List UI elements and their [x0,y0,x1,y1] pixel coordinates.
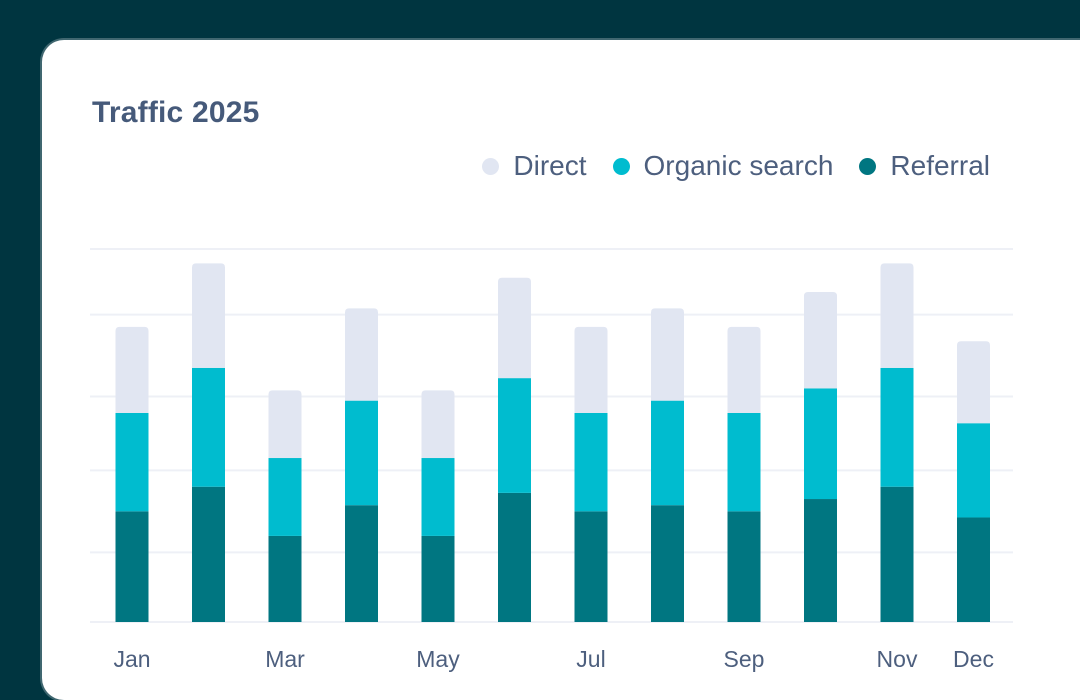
bar-segment-organic-search [574,412,608,512]
legend-item-organic-search[interactable]: Organic search [612,150,834,182]
bar-segment-referral [804,499,837,622]
legend-label-referral: Referral [890,150,990,181]
bar-segment-organic-search [651,400,684,506]
bar-segment-direct [192,263,225,368]
legend-label-direct: Direct [513,150,587,181]
legend-swatch-direct [482,157,500,175]
bar-segment-referral [880,486,914,622]
legend-item-referral[interactable]: Referral [859,150,990,182]
legend-item-direct[interactable]: Direct [482,150,587,182]
bar-segment-organic-search [345,400,378,506]
bar-segment-direct [727,326,761,413]
bar-segment-organic-search [880,367,914,487]
x-tick-label: Nov [877,646,918,672]
bar-segment-organic-search [268,458,302,536]
bar-segment-direct [498,277,531,379]
bar-segment-direct [880,263,914,368]
bar-segment-organic-search [498,378,531,493]
bar-segment-referral [345,505,378,622]
bar-segment-direct [345,308,378,401]
bar-segment-organic-search [727,412,761,512]
bar-segment-direct [957,341,990,424]
bar-segment-referral [498,492,531,622]
bar-segment-direct [268,390,302,459]
legend-label-organic-search: Organic search [643,150,834,181]
bar-segment-organic-search [192,367,225,487]
x-tick-label: Mar [265,646,305,672]
x-tick-label: Sep [724,646,765,672]
bar-segment-direct [651,308,684,401]
x-tick-label: May [416,646,460,672]
legend-swatch-organic-search [612,157,630,175]
bar-segment-referral [115,511,149,622]
bar-segment-organic-search [804,388,837,500]
bar-segment-direct [421,390,455,459]
bar-segment-referral [268,535,302,622]
bar-segment-organic-search [421,458,455,536]
bars [115,263,990,622]
gridlines [90,248,1013,623]
bar-segment-direct [574,326,608,413]
bar-segment-referral [957,517,990,622]
legend-swatch-referral [859,157,877,175]
chart-title: Traffic 2025 [92,96,260,129]
bar-segment-direct [115,326,149,413]
x-axis-tick-labels: Jan Mar May Jul Sep Nov Dec [113,646,994,672]
chart-legend: Direct Organic search Referral [482,150,990,182]
bar-segment-organic-search [115,412,149,512]
x-tick-label: Jan [113,646,150,672]
bar-segment-organic-search [957,423,990,518]
bar-segment-referral [651,505,684,622]
bar-segment-referral [574,511,608,622]
x-tick-label: Dec [953,646,994,672]
bar-segment-direct [804,292,837,389]
bar-segment-referral [727,511,761,622]
bar-segment-referral [192,486,225,622]
traffic-stacked-bar-chart: Jan Mar May Jul Sep Nov Dec [90,248,1013,672]
bar-segment-referral [421,535,455,622]
x-tick-label: Jul [576,646,605,672]
